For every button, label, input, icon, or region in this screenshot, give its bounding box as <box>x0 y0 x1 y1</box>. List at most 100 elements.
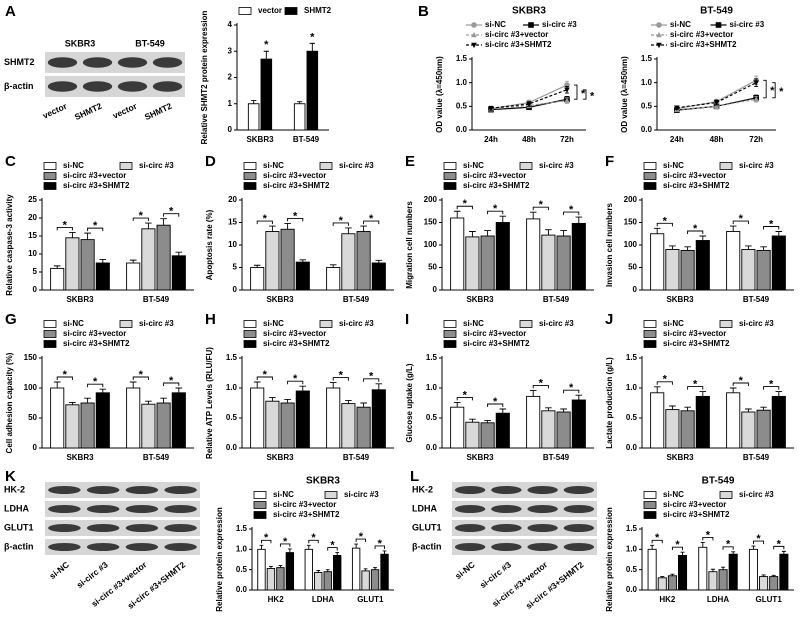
blot-band <box>164 505 197 513</box>
error-bar <box>375 259 383 263</box>
bar <box>280 402 295 449</box>
significance-bracket <box>332 377 349 381</box>
blot-row-label: β-actin <box>412 541 442 551</box>
y-tick-label: 5 <box>33 267 38 276</box>
bar <box>665 409 680 449</box>
legend-label: si-circ #3+SHMT2 <box>63 339 130 348</box>
error-bar <box>670 573 675 576</box>
bar <box>480 235 495 291</box>
error-bar <box>360 402 367 408</box>
bar <box>708 571 718 591</box>
x-tick-label: GLUT1 <box>357 595 384 604</box>
y-tick-label: 1 <box>228 99 233 108</box>
bar <box>698 546 708 591</box>
y-tick-label: 50 <box>428 263 437 272</box>
legend-label: si-circ #3 <box>730 20 765 29</box>
blot-band <box>82 81 113 92</box>
x-tick-label: GLUT1 <box>756 595 783 604</box>
legend-swatch <box>238 7 252 15</box>
blot-band <box>563 486 595 494</box>
legend-swatch <box>643 172 657 180</box>
y-tick-label: 2 <box>228 73 233 82</box>
significance-bracket <box>732 382 749 386</box>
blot-lane-label: vector <box>41 100 69 120</box>
y-tick-label: 1.5 <box>626 524 638 533</box>
legend-swatch <box>719 320 733 328</box>
blot-band <box>125 543 159 551</box>
significance-bracket <box>563 211 580 216</box>
significance-label: * <box>263 213 268 225</box>
bar <box>323 571 332 591</box>
legend-swatch <box>319 162 333 170</box>
significance-bracket <box>753 540 765 545</box>
error-bar <box>653 227 661 234</box>
significance-label: * <box>779 86 784 98</box>
y-axis-label: Cell adhesion capacity (%) <box>5 352 14 453</box>
bar <box>695 240 710 291</box>
error-bar <box>329 264 337 268</box>
blot-band <box>527 486 558 494</box>
error-bar <box>760 246 767 251</box>
y-tick-label: 0.5 <box>626 565 638 574</box>
error-bar <box>259 544 264 550</box>
significance-label: * <box>493 396 498 408</box>
legend-label: si-circ #3+SHMT2 <box>663 339 730 348</box>
legend-label: si-NC <box>263 161 284 170</box>
y-axis-label: Invasion cell numbers <box>605 202 614 287</box>
legend-label: si-NC <box>670 20 691 29</box>
blot-row-label: β-actin <box>4 81 34 91</box>
significance-bracket <box>583 89 587 100</box>
significance-label: * <box>264 532 269 544</box>
bar <box>526 218 541 291</box>
bar <box>495 222 510 291</box>
significance-label: * <box>293 373 298 385</box>
bar <box>141 228 156 291</box>
blot-band <box>125 486 159 494</box>
error-bar <box>69 231 76 238</box>
bar <box>728 553 738 591</box>
significance-label: * <box>339 215 344 227</box>
significance-label: * <box>739 375 744 387</box>
legend-label: si-circ #3+vector <box>263 171 326 180</box>
legend-label: si-circ #3+SHMT2 <box>663 510 730 519</box>
legend-swatch <box>43 182 57 190</box>
legend-label: si-circ #3+SHMT2 <box>273 510 340 519</box>
legend-swatch <box>443 330 457 338</box>
bar <box>265 231 280 291</box>
legend-label: si-circ #3 <box>339 161 374 170</box>
significance-bracket <box>287 217 304 222</box>
blot-band <box>125 524 159 532</box>
x-tick-label: SKBR3 <box>66 295 94 304</box>
panel-label: F <box>605 153 614 170</box>
legend-label: si-NC <box>263 319 284 328</box>
y-tick-label: 1.5 <box>236 524 248 533</box>
legend-label: si-NC <box>663 319 684 328</box>
x-tick-label: SKBR3 <box>466 295 494 304</box>
significance-bracket <box>363 220 380 225</box>
blot-band <box>125 505 159 513</box>
bar <box>326 267 341 291</box>
bar <box>665 249 680 291</box>
y-tick-label: 0.0 <box>226 443 238 452</box>
bar <box>260 58 273 131</box>
legend-label: si-NC <box>63 161 84 170</box>
blot-strip <box>45 482 200 498</box>
y-tick-label: 1.5 <box>226 353 238 362</box>
error-bar <box>729 225 737 232</box>
bar <box>726 231 741 291</box>
error-bar <box>299 259 307 263</box>
blot-band <box>491 524 522 532</box>
bar <box>361 570 370 591</box>
legend-marker <box>656 42 662 49</box>
point <box>713 103 720 109</box>
legend-swatch <box>443 320 457 328</box>
significance-label: * <box>539 199 544 211</box>
error-bar <box>299 385 307 391</box>
significance-bracket <box>671 546 683 551</box>
significance-bracket <box>772 82 776 99</box>
bar <box>371 389 386 449</box>
blot-band <box>117 57 148 68</box>
blot-band <box>164 543 197 551</box>
error-bar <box>84 232 91 240</box>
significance-label: * <box>93 220 98 232</box>
